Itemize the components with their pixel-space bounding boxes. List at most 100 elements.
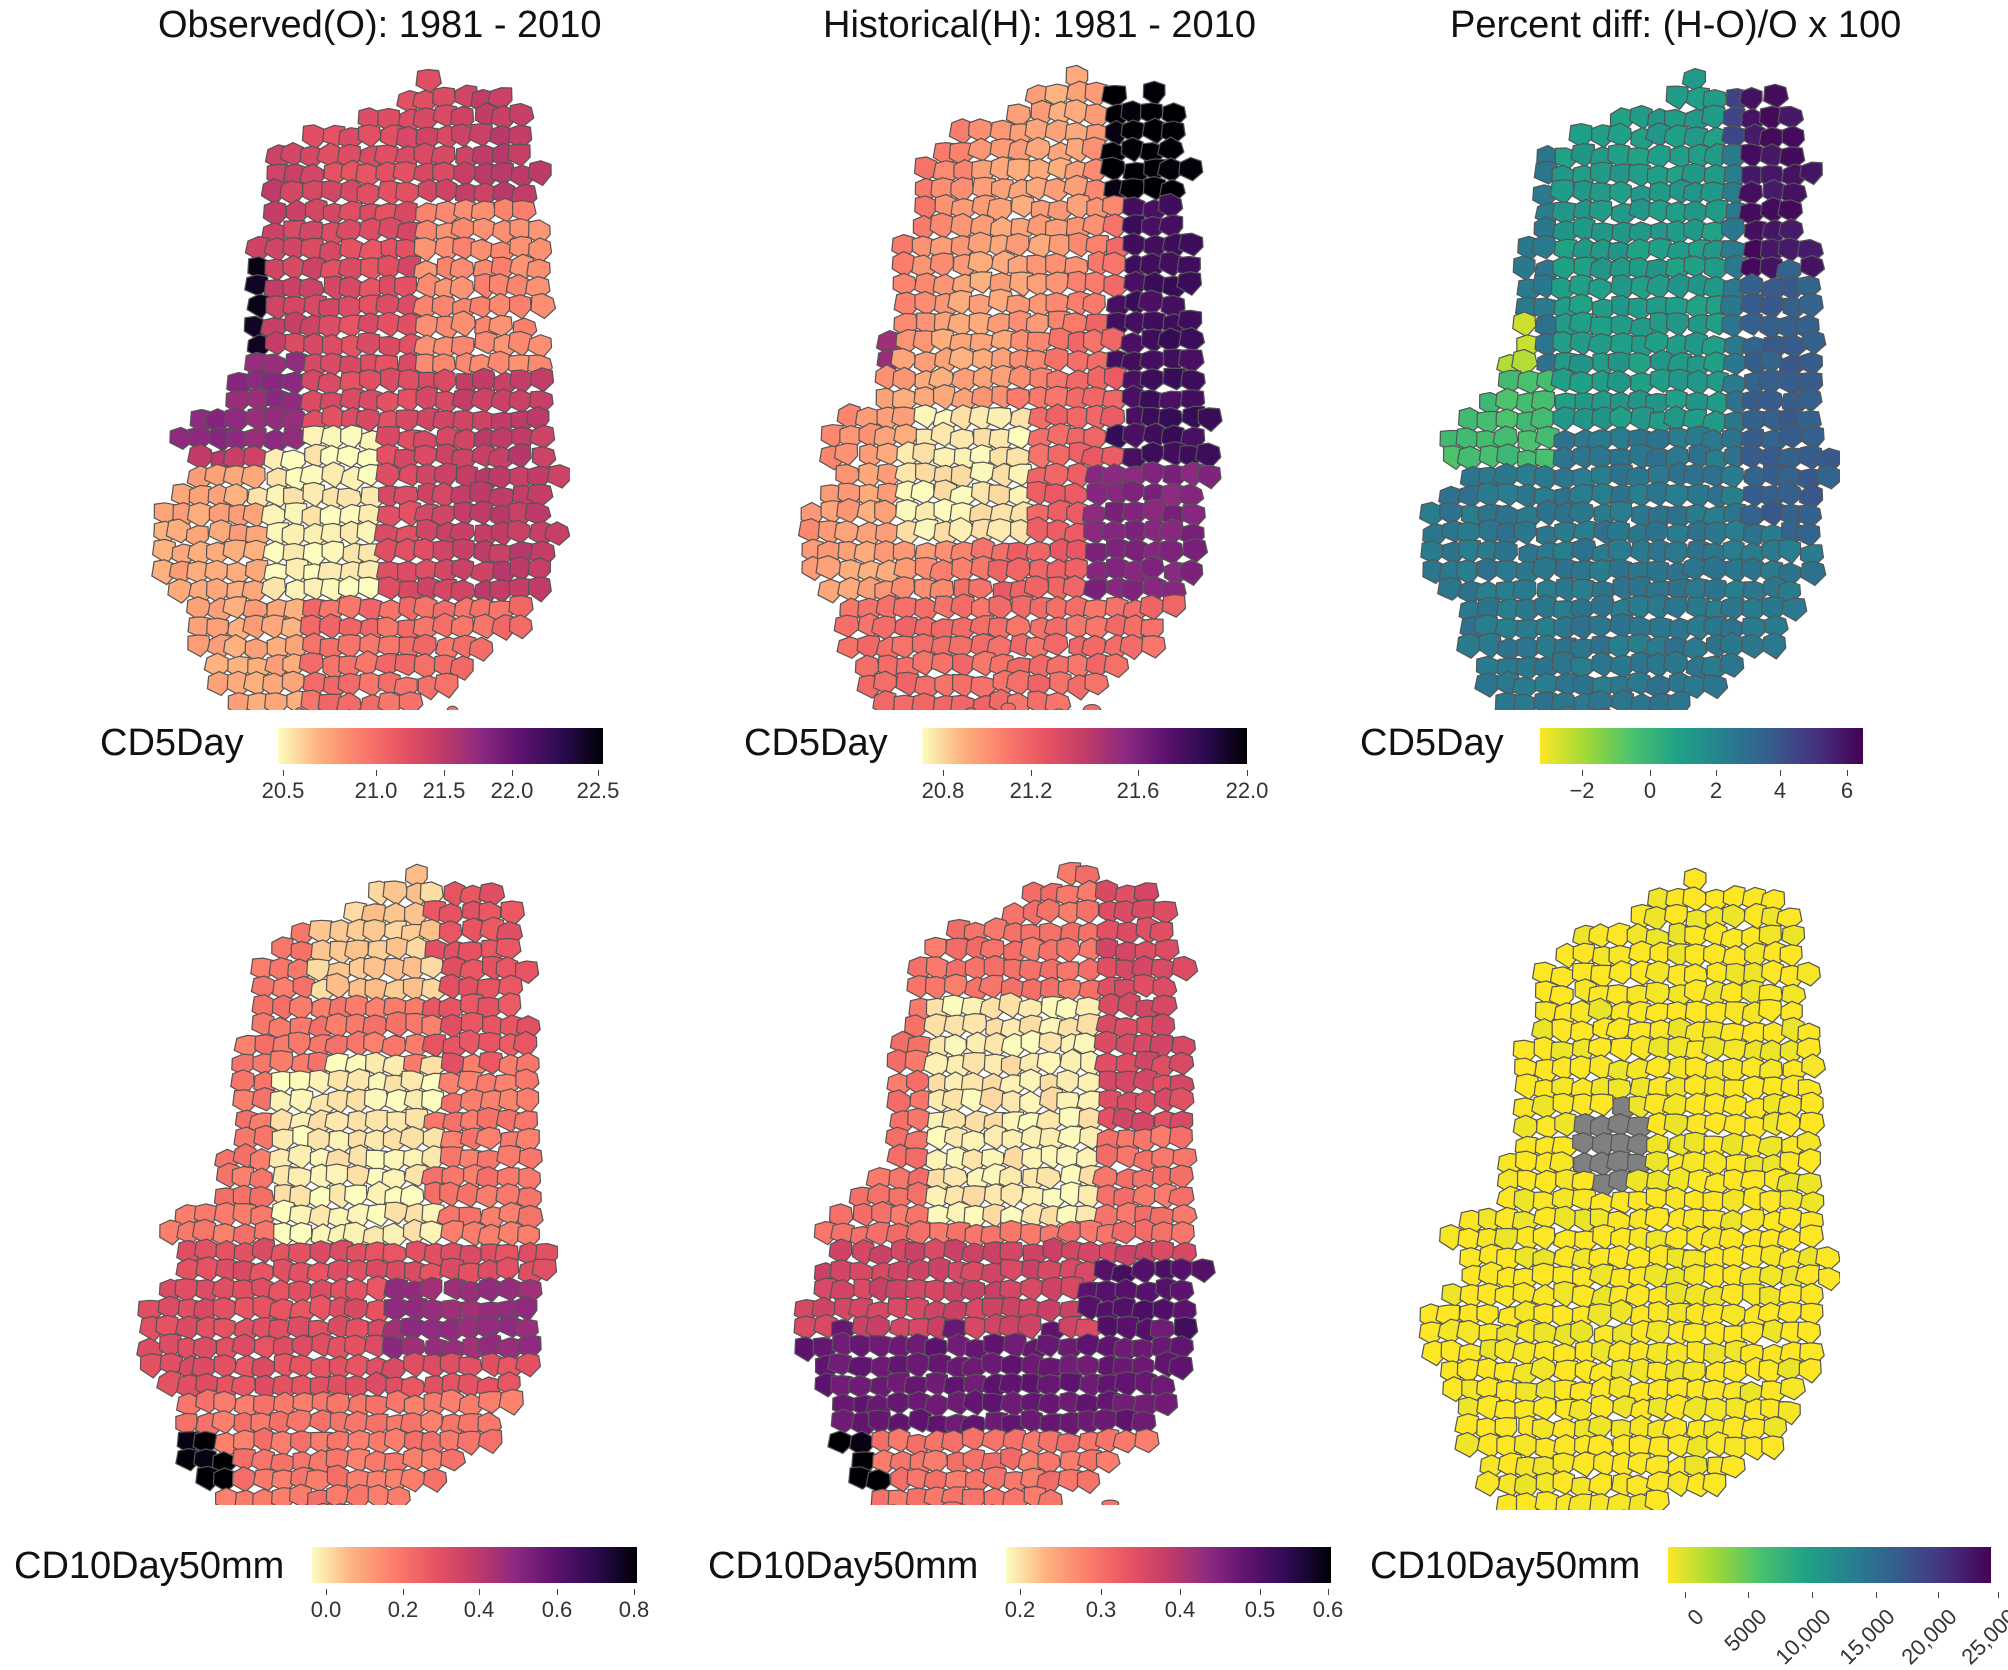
district-region: [1762, 633, 1786, 659]
district-region: [1610, 181, 1632, 204]
district-region: [869, 1336, 892, 1359]
district-region: [507, 520, 531, 543]
district-region: [1457, 634, 1482, 659]
district-region: [265, 693, 288, 710]
district-region: [915, 291, 938, 315]
district-region: [1779, 539, 1801, 563]
district-region: [450, 276, 473, 301]
district-region: [1647, 144, 1671, 168]
district-region: [1179, 328, 1204, 352]
district-region: [1169, 1126, 1192, 1150]
district-region: [303, 482, 325, 506]
district-region: [400, 1127, 425, 1151]
district-region: [912, 693, 935, 710]
district-region: [1153, 1299, 1176, 1322]
district-region: [382, 1035, 406, 1058]
district-region: [345, 1354, 368, 1377]
legend-label-observed-cd5day: CD5Day: [100, 722, 244, 765]
colorbar-tick-label: 22.0: [491, 778, 534, 804]
district-region: [207, 672, 229, 696]
district-region: [1764, 84, 1789, 108]
district-region: [1533, 1397, 1556, 1420]
district-region: [1532, 1418, 1556, 1441]
colorbar-tick-mark: [1998, 1592, 1999, 1598]
district-region: [1179, 158, 1203, 181]
district-region: [1721, 1304, 1747, 1326]
district-region: [911, 480, 934, 504]
district-region: [287, 1410, 312, 1433]
title-observed: Observed(O): 1981 - 2010: [158, 4, 602, 47]
district-region: [837, 499, 860, 523]
district-region: [1535, 1491, 1559, 1510]
district-region: [525, 503, 551, 525]
colorbar-tick-label: 10,000: [1770, 1604, 1836, 1670]
district-region: [272, 937, 294, 961]
district-region: [1496, 560, 1519, 583]
colorbar-tick-mark: [634, 1589, 635, 1595]
district-region: [341, 425, 362, 449]
district-region: [214, 1355, 236, 1379]
district-region: [834, 615, 859, 637]
district-region: [875, 500, 897, 525]
district-region: [292, 1335, 314, 1358]
district-region: [1153, 901, 1177, 923]
district-region: [1104, 654, 1129, 678]
district-region: [1778, 106, 1803, 128]
district-region: [1083, 578, 1107, 600]
district-region: [519, 1148, 542, 1170]
colorbar-tick-mark: [283, 770, 284, 776]
colorbar-diff-cd5day: [1540, 728, 1863, 764]
district-region: [228, 693, 249, 710]
district-region: [1721, 465, 1744, 488]
district-region: [1741, 144, 1764, 168]
district-region: [338, 634, 361, 658]
district-region: [848, 1375, 871, 1398]
district-region: [1609, 961, 1632, 984]
district-region: [422, 1034, 446, 1057]
district-region: [1570, 1056, 1592, 1081]
district-region: [441, 1449, 466, 1471]
district-region: [1183, 539, 1208, 562]
district-region: [1513, 312, 1536, 337]
district-region: [1816, 466, 1840, 489]
legend-label-historical-cd5day: CD5Day: [744, 722, 888, 765]
legend-label-historical-cd10day50mm: CD10Day50mm: [708, 1545, 978, 1588]
district-region: [497, 1145, 522, 1167]
district-region: [1020, 1278, 1044, 1302]
district-region: [489, 293, 511, 318]
colorbar-tick-label: 21.6: [1117, 778, 1160, 804]
district-region: [1798, 1149, 1820, 1174]
district-region: [1800, 1192, 1823, 1214]
district-region: [1171, 1258, 1193, 1281]
district-region: [1759, 1265, 1784, 1287]
colorbar-tick-label: 25,000: [1956, 1604, 2008, 1670]
district-region: [1083, 293, 1105, 316]
district-region: [1122, 423, 1146, 448]
district-region: [498, 993, 520, 1019]
district-region: [1169, 1355, 1193, 1379]
district-region: [1143, 81, 1165, 105]
district-region: [965, 1317, 987, 1339]
colorbar-diff-cd10day50mm: [1668, 1547, 1991, 1583]
district-region: [1800, 561, 1825, 585]
district-region: [1722, 218, 1746, 242]
district-region: [1044, 348, 1069, 372]
colorbar-tick-mark: [1020, 1589, 1021, 1595]
district-region: [270, 1051, 294, 1074]
district-region: [528, 577, 551, 602]
island-region: [1083, 705, 1101, 710]
district-region: [1028, 234, 1052, 259]
district-region: [1141, 462, 1164, 486]
map-observed-cd10day50mm: [128, 855, 558, 1505]
colorbar-historical-cd5day: [922, 728, 1247, 764]
district-region: [1059, 1373, 1083, 1394]
district-region: [1782, 598, 1807, 621]
colorbar-tick-label: 22.0: [1226, 778, 1269, 804]
district-region: [531, 368, 554, 392]
district-region: [435, 673, 459, 698]
district-region: [400, 1468, 425, 1492]
colorbar-tick-label: 2: [1710, 778, 1722, 804]
district-region: [223, 540, 247, 563]
district-region: [478, 1392, 502, 1414]
district-region: [1645, 961, 1670, 985]
